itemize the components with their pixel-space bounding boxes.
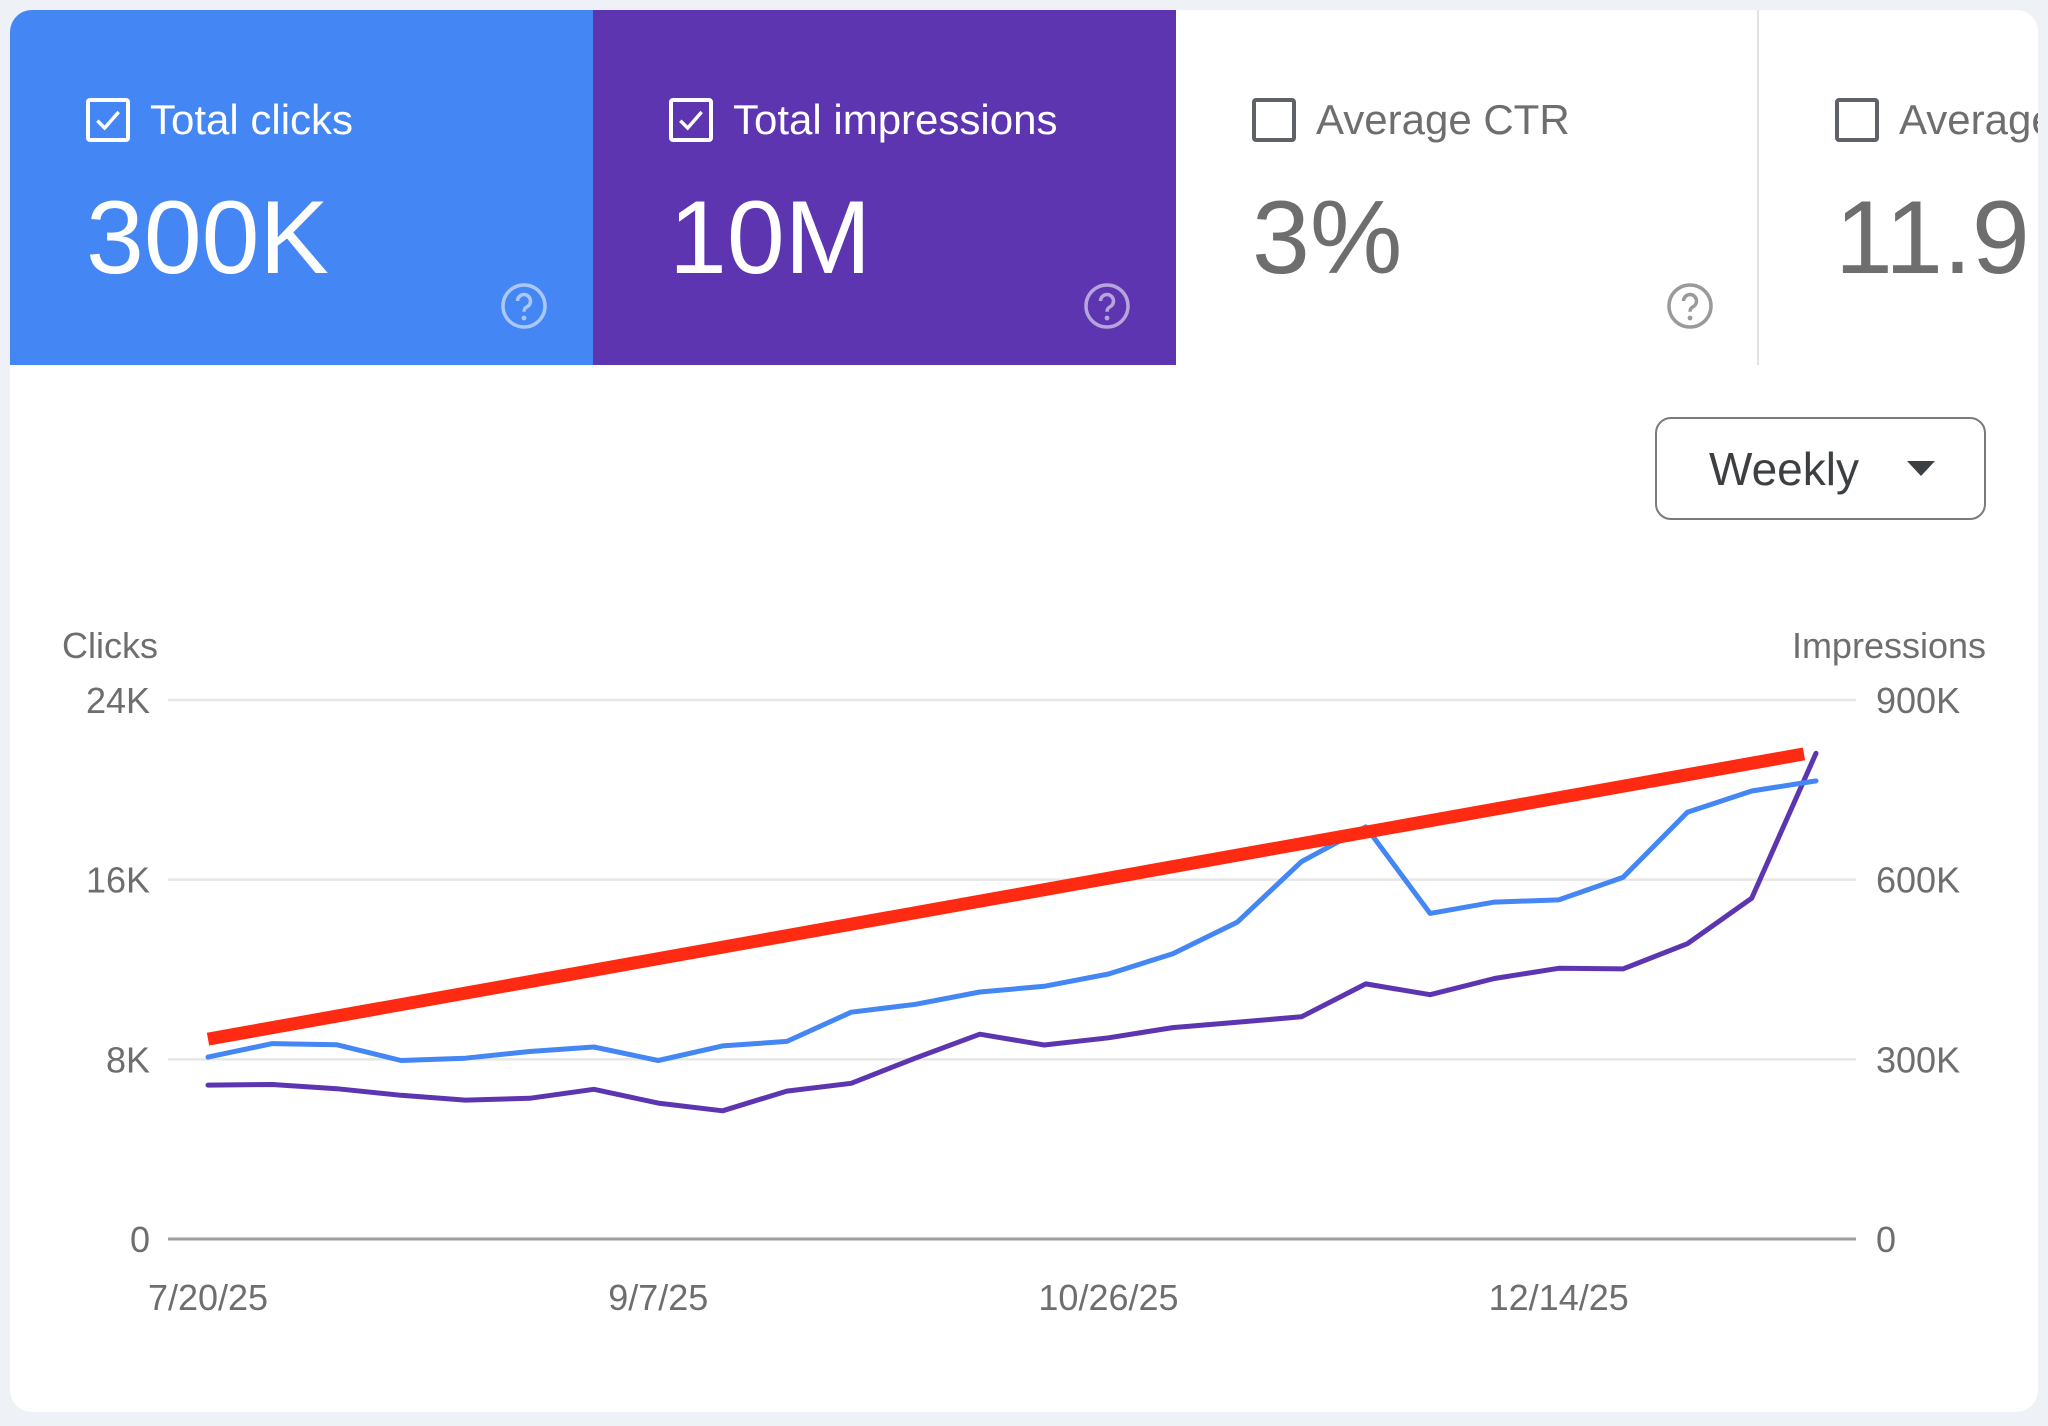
checkbox-unchecked-icon[interactable] [1835,98,1879,142]
left-y-tick-label: 8K [106,1039,150,1080]
metric-tab-average-ctr[interactable]: Average CTR 3% [1176,10,1759,365]
checkbox-checked-icon[interactable] [86,98,130,142]
metric-value: 3% [1252,180,1403,296]
metric-label: Total clicks [150,96,354,143]
clicks-line [205,778,1819,1063]
left-axis-title: Clicks [62,625,158,666]
red-trend-line [206,747,1806,1046]
metric-tabs: Total clicks 300K Total impressions 10M [10,10,2038,365]
metric-label: Average [1899,96,2038,143]
checkbox-unchecked-icon[interactable] [1252,98,1296,142]
metric-tab-total-clicks[interactable]: Total clicks 300K [10,10,593,365]
x-tick-label: 10/26/25 [1038,1277,1178,1318]
x-tick-label: 12/14/25 [1489,1277,1629,1318]
metric-tab-average-position[interactable]: Average 11.9 [1759,10,2038,365]
left-y-tick-label: 24K [86,680,150,721]
metric-value: 300K [86,180,329,296]
metric-label: Total impressions [733,96,1058,143]
help-icon[interactable] [1666,282,1714,330]
right-axis-title: Impressions [1792,625,1986,666]
left-y-tick-label: 0 [130,1219,150,1260]
metric-label: Average CTR [1316,96,1570,143]
metric-value: 10M [669,180,872,296]
chevron-down-icon [1907,461,1935,476]
x-tick-label: 9/7/25 [608,1277,708,1318]
checkbox-checked-icon[interactable] [669,98,713,142]
left-y-tick-label: 16K [86,860,150,901]
right-y-tick-label: 600K [1876,860,1960,901]
x-tick-label: 7/20/25 [148,1277,268,1318]
help-icon[interactable] [500,282,548,330]
right-y-tick-label: 300K [1876,1039,1960,1080]
metric-tab-total-impressions[interactable]: Total impressions 10M [593,10,1176,365]
right-y-tick-label: 900K [1876,680,1960,721]
performance-chart: 24K 900K 16K 600K 8K 300K 0 0 Clicks Impressions 7… [62,625,1986,1318]
help-icon[interactable] [1083,282,1131,330]
granularity-value: Weekly [1709,442,1859,495]
metric-value: 11.9 [1835,180,2030,296]
granularity-dropdown[interactable]: Weekly [1655,417,1986,520]
performance-card: Total clicks 300K Total impressions 10M [10,10,2038,1412]
right-y-tick-label: 0 [1876,1219,1896,1260]
impressions-line [205,750,1819,1114]
